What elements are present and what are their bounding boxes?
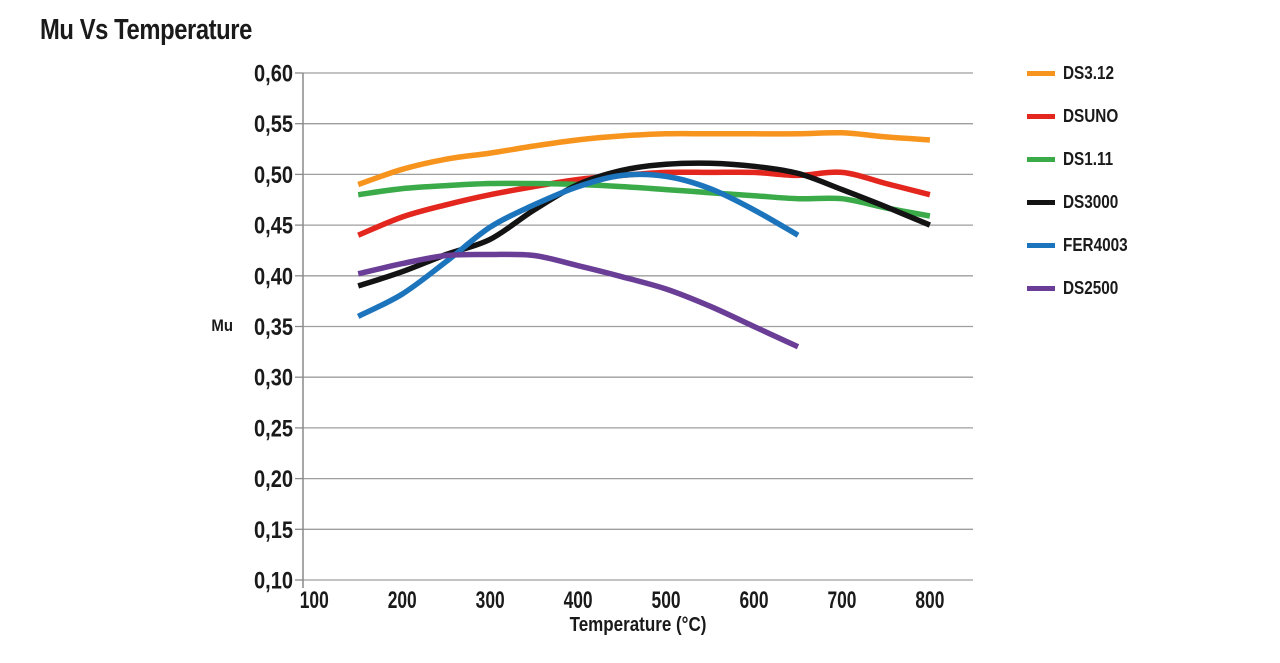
x-tick-label: 700 <box>827 587 856 614</box>
legend-label: DS2500 <box>1063 277 1119 298</box>
y-axis-title: Mu <box>211 316 233 335</box>
legend-label: DSUNO <box>1063 105 1119 126</box>
x-tick-label: 200 <box>388 587 417 614</box>
legend-label: DS1.11 <box>1063 148 1114 169</box>
chart-legend: DS3.12 DSUNO DS1.11 DS3000 FER4003 DS2500 <box>1027 63 1139 321</box>
chart-title: Mu Vs Temperature <box>40 14 252 46</box>
y-tick-label: 0,60 <box>254 61 293 88</box>
y-tick-label: 0,20 <box>254 466 293 493</box>
legend-item-dsuno: DSUNO <box>1027 106 1139 126</box>
series-line-DS3.12 <box>357 129 931 188</box>
y-tick-label: 0,10 <box>254 568 293 595</box>
legend-item-ds3-12: DS3.12 <box>1027 63 1139 83</box>
legend-label: DS3.12 <box>1063 62 1115 83</box>
legend-item-fer4003: FER4003 <box>1027 235 1139 255</box>
series-line-FER4003 <box>356 171 800 319</box>
y-tick-label: 0,45 <box>254 213 293 240</box>
legend-swatch <box>1027 199 1055 205</box>
x-tick-label: 100 <box>300 587 329 614</box>
x-axis-title: Temperature (°C) <box>569 614 707 636</box>
y-tick-label: 0,35 <box>254 314 293 341</box>
legend-item-ds1-11: DS1.11 <box>1027 149 1139 169</box>
x-tick-label: 300 <box>476 587 505 614</box>
legend-item-ds2500: DS2500 <box>1027 278 1139 298</box>
y-tick-label: 0,25 <box>254 415 293 442</box>
x-tick-label: 600 <box>740 587 769 614</box>
legend-label: FER4003 <box>1063 234 1128 255</box>
legend-item-ds3000: DS3000 <box>1027 192 1139 212</box>
legend-swatch <box>1027 70 1055 76</box>
y-tick-label: 0,40 <box>254 263 293 290</box>
x-tick-label: 400 <box>564 587 593 614</box>
y-tick-label: 0,30 <box>254 365 293 392</box>
legend-swatch <box>1027 285 1055 291</box>
legend-swatch <box>1027 113 1055 119</box>
x-tick-label: 500 <box>652 587 681 614</box>
x-tick-label: 800 <box>915 587 944 614</box>
y-tick-label: 0,15 <box>254 517 293 544</box>
y-tick-label: 0,50 <box>254 162 293 189</box>
y-tick-label: 0,55 <box>254 111 293 138</box>
series-line-DS1.11 <box>357 180 931 219</box>
legend-swatch <box>1027 242 1055 248</box>
series-line-DS2500 <box>357 251 800 350</box>
legend-label: DS3000 <box>1063 191 1119 212</box>
legend-swatch <box>1027 156 1055 162</box>
